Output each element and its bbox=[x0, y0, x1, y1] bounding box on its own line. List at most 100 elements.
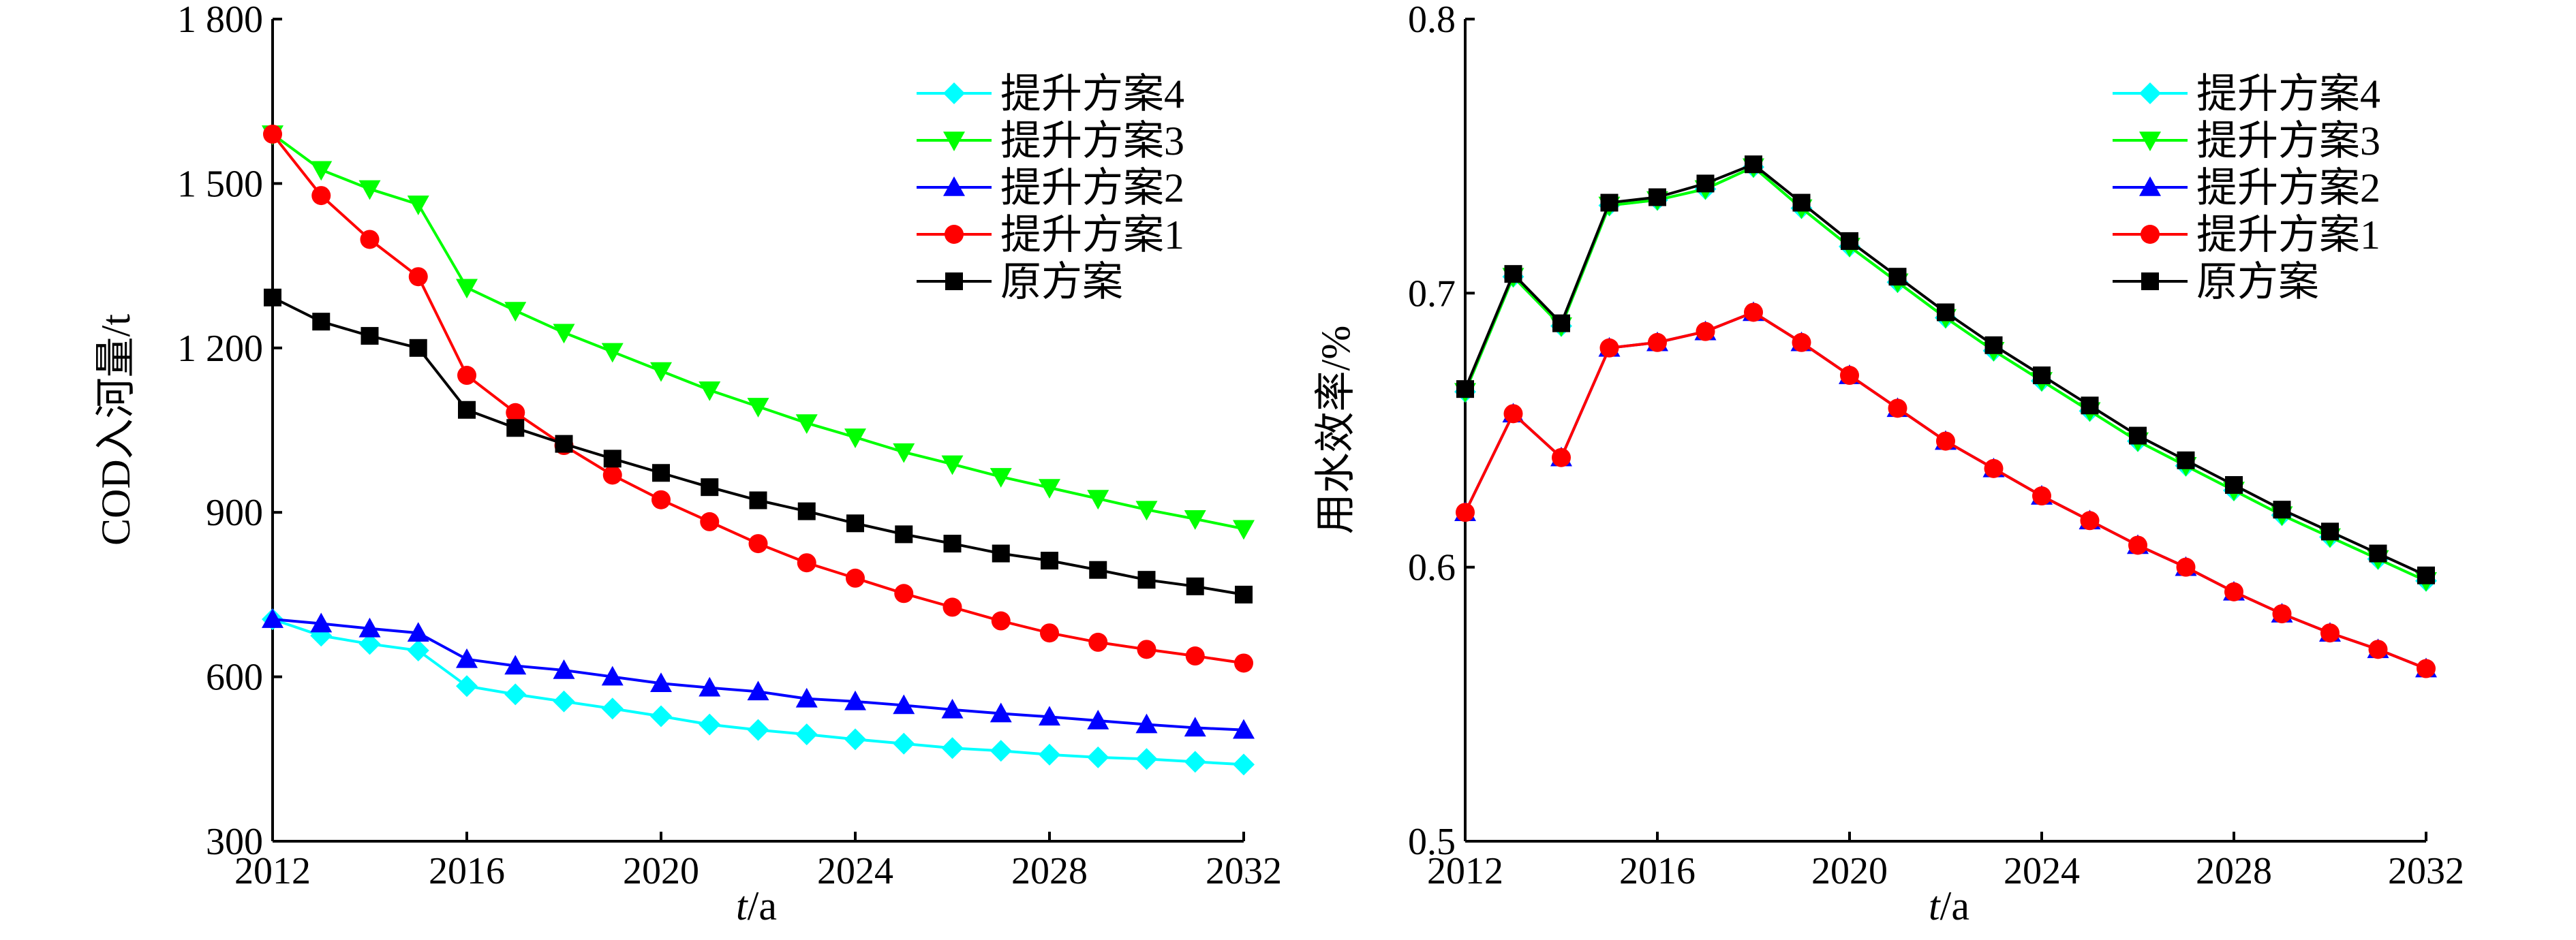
legend-label: 提升方案1 bbox=[2196, 213, 2380, 257]
x-tick-label: 2016 bbox=[429, 850, 505, 892]
data-point bbox=[1936, 431, 1955, 451]
x-tick-label: 2032 bbox=[1206, 850, 1282, 892]
data-point bbox=[893, 694, 915, 715]
y-tick-label: 0.6 bbox=[1408, 547, 1456, 589]
data-point bbox=[1648, 332, 1667, 352]
data-point bbox=[504, 302, 527, 322]
x-tick-label: 2032 bbox=[2388, 850, 2464, 892]
data-point bbox=[991, 611, 1011, 631]
data-point bbox=[553, 690, 575, 712]
x-tick-label: 2012 bbox=[1427, 850, 1503, 892]
legend-label: 提升方案4 bbox=[1000, 72, 1184, 116]
data-point bbox=[2033, 366, 2051, 385]
data-point bbox=[2417, 659, 2436, 678]
data-point bbox=[1135, 748, 1158, 770]
data-point bbox=[1937, 303, 1954, 322]
legend-marker bbox=[2139, 131, 2161, 151]
data-point bbox=[457, 366, 476, 386]
y-axis-label: COD入河量/t bbox=[93, 314, 138, 546]
data-point bbox=[1137, 640, 1156, 659]
data-point bbox=[360, 230, 380, 249]
data-point bbox=[1089, 561, 1107, 579]
data-point bbox=[700, 512, 720, 531]
data-point bbox=[1888, 398, 1907, 418]
data-point bbox=[555, 435, 573, 453]
x-axis-label-unit: /a bbox=[1940, 883, 1969, 928]
data-point bbox=[553, 659, 575, 679]
data-point bbox=[2321, 522, 2339, 541]
x-axis-label-unit: /a bbox=[748, 883, 777, 928]
data-point bbox=[846, 568, 865, 588]
data-point bbox=[797, 502, 816, 520]
x-tick-label: 2016 bbox=[1619, 850, 1696, 892]
data-point bbox=[407, 622, 429, 642]
data-point bbox=[506, 403, 525, 422]
data-point bbox=[2128, 535, 2147, 555]
data-point bbox=[943, 535, 962, 553]
data-point bbox=[262, 608, 283, 628]
y-tick-label: 600 bbox=[206, 657, 263, 699]
data-point bbox=[1233, 753, 1255, 776]
data-point bbox=[456, 675, 478, 698]
legend-marker bbox=[945, 225, 964, 244]
x-axis-label-italic: t bbox=[1929, 883, 1941, 928]
legend-label: 原方案 bbox=[1000, 260, 1123, 304]
data-point bbox=[1087, 490, 1109, 510]
series-4 bbox=[263, 124, 1253, 673]
data-point bbox=[1792, 332, 1811, 352]
y-tick-label: 900 bbox=[206, 492, 263, 534]
x-axis-label: t/a bbox=[736, 883, 777, 928]
data-point bbox=[310, 612, 333, 633]
legend-label: 提升方案2 bbox=[1000, 166, 1184, 210]
data-point bbox=[795, 414, 818, 435]
data-point bbox=[1135, 501, 1158, 521]
data-point bbox=[1504, 265, 1522, 283]
legend-label: 提升方案2 bbox=[2196, 166, 2380, 210]
data-point bbox=[407, 195, 429, 215]
x-tick-label: 2020 bbox=[1811, 850, 1888, 892]
legend-marker bbox=[2141, 272, 2159, 290]
data-point bbox=[1087, 746, 1109, 768]
data-point bbox=[456, 279, 478, 299]
x-tick-label: 2020 bbox=[623, 850, 699, 892]
data-point bbox=[941, 455, 964, 475]
series-1 bbox=[262, 608, 1255, 776]
data-point bbox=[1184, 717, 1206, 737]
data-point bbox=[1745, 155, 1762, 174]
data-point bbox=[1039, 743, 1060, 766]
data-point bbox=[941, 737, 964, 759]
data-point bbox=[1984, 336, 2003, 354]
data-point bbox=[456, 648, 478, 668]
legend-marker bbox=[943, 131, 965, 151]
data-point bbox=[602, 465, 622, 485]
y-tick-label: 1 500 bbox=[177, 163, 263, 205]
data-point bbox=[699, 381, 721, 401]
data-point bbox=[2369, 544, 2387, 563]
legend-marker bbox=[943, 176, 965, 196]
data-point bbox=[846, 514, 864, 533]
legend-marker bbox=[2141, 225, 2160, 244]
data-point bbox=[603, 450, 622, 468]
data-point bbox=[1039, 706, 1060, 726]
data-point bbox=[263, 124, 282, 144]
series-3 bbox=[262, 608, 1255, 739]
data-point bbox=[506, 419, 525, 437]
data-point bbox=[699, 713, 721, 736]
legend-marker bbox=[943, 82, 965, 104]
data-point bbox=[942, 597, 962, 617]
data-point bbox=[797, 553, 816, 573]
data-point bbox=[650, 362, 672, 382]
data-point bbox=[990, 468, 1012, 488]
data-point bbox=[1087, 709, 1109, 730]
data-point bbox=[893, 732, 915, 755]
data-point bbox=[1649, 188, 1666, 206]
data-point bbox=[1041, 552, 1058, 570]
data-point bbox=[1040, 623, 1059, 643]
data-point bbox=[1234, 653, 1253, 673]
data-point bbox=[409, 339, 427, 357]
data-point bbox=[844, 728, 866, 751]
data-point bbox=[699, 676, 721, 697]
data-point bbox=[1185, 646, 1205, 666]
